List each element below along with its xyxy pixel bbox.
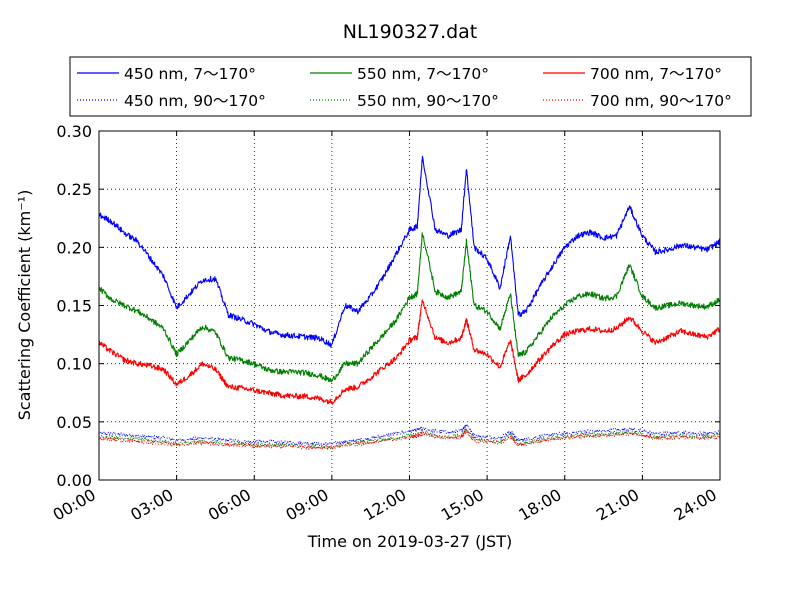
legend-label: 700 nm, 7～170° [590, 65, 722, 83]
legend-label: 450 nm, 7～170° [124, 65, 256, 83]
legend-label: 700 nm, 90～170° [590, 92, 732, 110]
y-axis-label: Scattering Coefficient (km⁻¹) [15, 190, 34, 421]
series-line-4 [98, 423, 721, 447]
y-tick-label: 0.20 [56, 238, 92, 257]
series-group [98, 155, 721, 450]
y-tick-label: 0.05 [56, 413, 92, 432]
legend-label: 550 nm, 90～170° [357, 92, 499, 110]
series-line-1 [98, 155, 721, 348]
y-tick-label: 0.10 [56, 355, 92, 374]
y-tick-label: 0.00 [56, 471, 92, 490]
legend: 450 nm, 7～170° 550 nm, 7～170° 700 nm, 7～17… [69, 56, 752, 117]
chart-title: NL190327.dat [343, 21, 478, 43]
legend-box [69, 56, 752, 117]
y-tick-label: 0.30 [56, 122, 92, 141]
legend-label: 550 nm, 7～170° [357, 65, 489, 83]
series-line-3 [98, 299, 721, 405]
y-axis: 0.00 0.05 0.10 0.15 0.20 0.25 0.30 [56, 122, 720, 490]
series-line-6 [98, 429, 721, 450]
series-line-2 [98, 232, 721, 383]
y-tick-label: 0.15 [56, 297, 92, 316]
y-tick-label: 0.25 [56, 180, 92, 199]
x-axis-label: Time on 2019-03-27 (JST) [307, 532, 512, 551]
legend-label: 450 nm, 90～170° [124, 92, 266, 110]
